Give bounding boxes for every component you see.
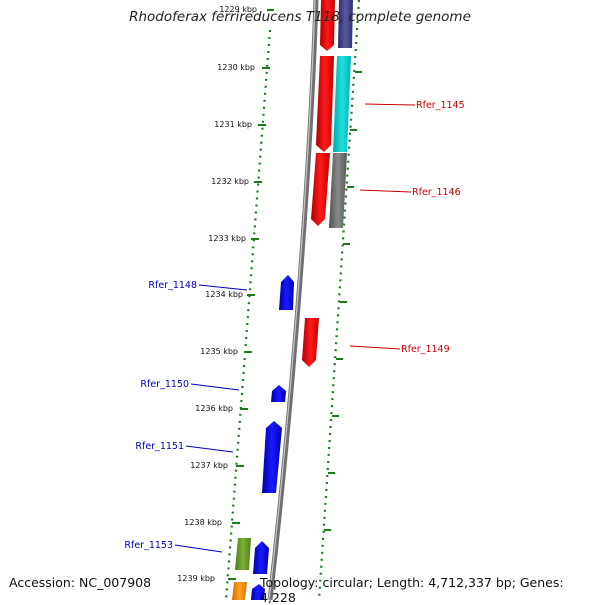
gene-label[interactable]: Rfer_1148 xyxy=(148,280,197,291)
gene-features xyxy=(232,0,353,600)
tick-label: 1231 kbp xyxy=(214,120,252,129)
tick-label: 1233 kbp xyxy=(208,234,246,243)
gene-label[interactable]: Rfer_1145 xyxy=(416,100,465,111)
outer-ring-dashes xyxy=(324,71,362,531)
gene-label[interactable]: Rfer_1153 xyxy=(124,540,173,551)
gene-arrow-forward[interactable] xyxy=(316,56,334,152)
gene-arrow-reverse[interactable] xyxy=(251,584,265,600)
accession-text: Accession: NC_007908 xyxy=(9,575,152,590)
tick-label: 1239 kbp xyxy=(177,574,215,583)
tick-label: 1230 kbp xyxy=(217,63,255,72)
gene-arrow-cyan[interactable] xyxy=(333,56,351,152)
gene-arrow-orange[interactable] xyxy=(232,582,247,600)
tick-label: 1235 kbp xyxy=(200,347,238,356)
gene-arrow-forward[interactable] xyxy=(302,318,319,367)
gene-label[interactable]: Rfer_1146 xyxy=(412,187,461,198)
gene-labels: Rfer_1145 Rfer_1146 Rfer_1148 Rfer_1149 … xyxy=(124,100,464,551)
page-title: Rhodoferax ferrireducens T118, complete … xyxy=(129,9,471,25)
tick-label: 1237 kbp xyxy=(190,461,228,470)
gene-label[interactable]: Rfer_1150 xyxy=(140,379,189,390)
gene-arrow-forward[interactable] xyxy=(311,153,330,226)
label-connectors xyxy=(174,103,416,553)
tick-label: 1236 kbp xyxy=(195,404,233,413)
gene-arrow-reverse[interactable] xyxy=(262,421,282,493)
genome-backbone xyxy=(267,0,319,600)
topology-text: Topology: circular; Length: 4,712,337 bp… xyxy=(260,575,564,605)
gene-label[interactable]: Rfer_1151 xyxy=(135,441,184,452)
gene-arrow-forward[interactable] xyxy=(320,0,335,51)
tick-label: 1229 kbp xyxy=(219,5,257,14)
gene-arrow-navy[interactable] xyxy=(338,0,353,48)
kbp-ticks: 1229 kbp 1230 kbp 1231 kbp 1232 kbp 1233… xyxy=(177,5,274,583)
tick-label: 1238 kbp xyxy=(184,518,222,527)
gene-arrow-reverse[interactable] xyxy=(271,385,286,402)
gene-arrow-reverse[interactable] xyxy=(279,275,294,310)
gene-label[interactable]: Rfer_1149 xyxy=(401,344,450,355)
tick-label: 1232 kbp xyxy=(211,177,249,186)
tick-label: 1234 kbp xyxy=(205,290,243,299)
gene-arrow-reverse[interactable] xyxy=(253,541,269,574)
inner-dotted-ring xyxy=(224,29,272,600)
genome-backbone-highlight xyxy=(268,0,316,600)
gene-arrow-olive[interactable] xyxy=(235,538,251,570)
gene-arrow-gray[interactable] xyxy=(329,153,347,228)
